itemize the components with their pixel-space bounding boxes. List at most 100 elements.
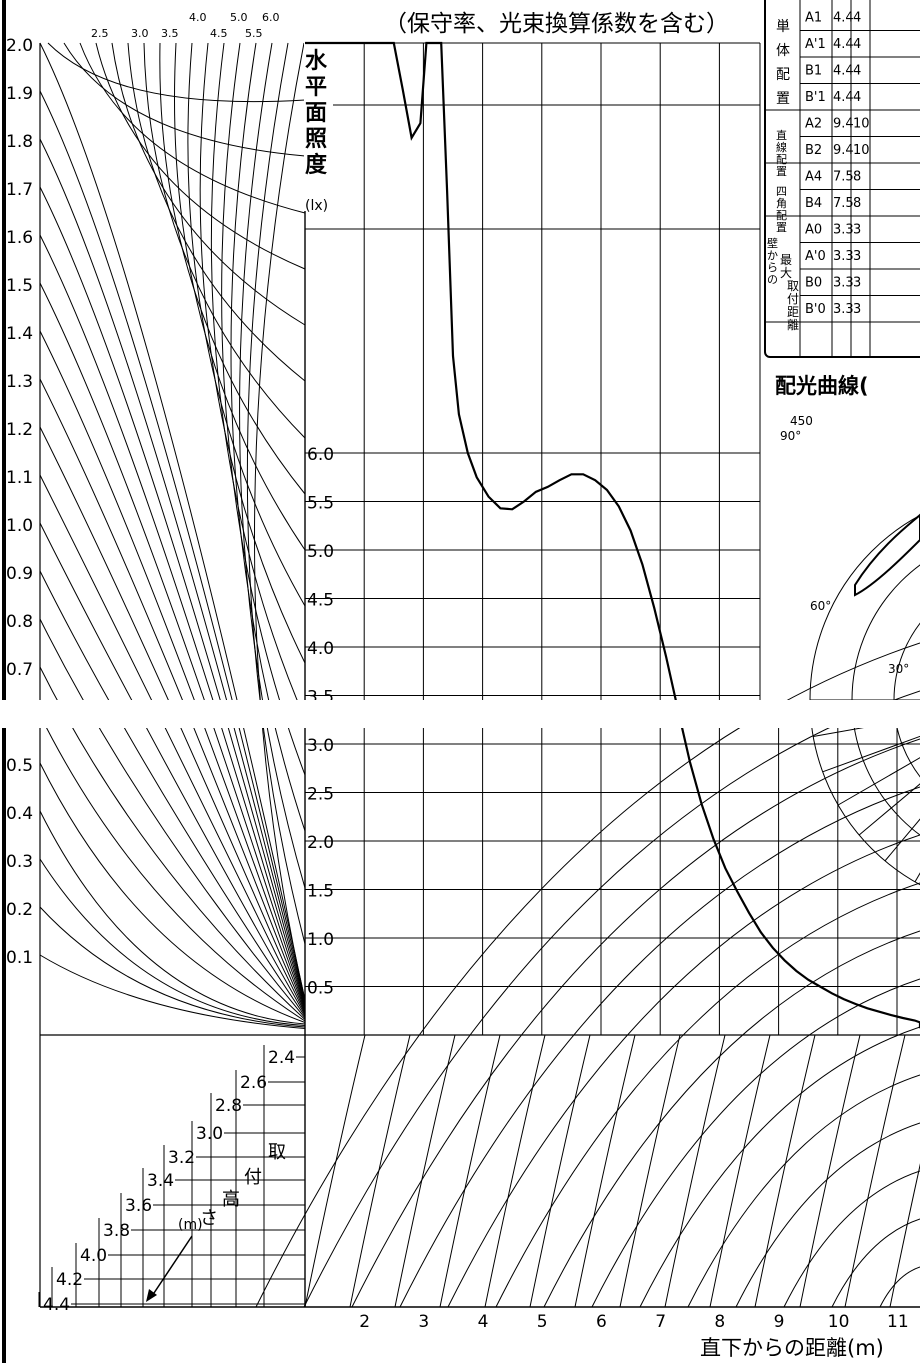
y-tick-label: 4.0 <box>307 639 334 659</box>
y-axis-label-char: 度 <box>305 152 328 178</box>
nomogram-curve <box>174 42 306 551</box>
table-value: 4 <box>853 37 861 52</box>
table-code: A'0 <box>805 249 826 264</box>
nomogram-arc <box>783 1170 920 1308</box>
left-scale-label: 0.7 <box>6 660 33 680</box>
y-axis-label-char: 照 <box>305 127 327 152</box>
chart-title: （保守率、光束換算係数を含む） <box>384 11 729 37</box>
nomogram-curve <box>199 42 306 664</box>
table-group-char: 大 <box>780 266 792 280</box>
height-label: 4.0 <box>80 1246 107 1266</box>
x-tick-label: 4 <box>478 1312 489 1332</box>
nomogram-diagonal <box>39 282 306 1008</box>
top-scale-label: 6.0 <box>262 11 280 24</box>
table-code: B0 <box>805 276 822 291</box>
polar-spoke <box>858 783 920 836</box>
left-scale-label: 0.8 <box>6 612 33 632</box>
table-value: 3.3 <box>833 302 854 317</box>
table-value: 8 <box>853 196 861 211</box>
y-axis-unit: (lx) <box>305 198 328 214</box>
table-group-char: 取 <box>787 279 799 293</box>
top-scale-label: 2.5 <box>91 27 109 40</box>
nomogram-diagonal <box>39 906 306 1028</box>
height-label: 2.6 <box>240 1073 267 1093</box>
x-tick-label: 3 <box>418 1312 429 1332</box>
table-group-char: 配 <box>776 67 790 83</box>
table-group-char: か <box>767 249 778 262</box>
nomogram-curve <box>143 42 306 439</box>
nomogram-rising <box>799 1034 861 1308</box>
table-code: B4 <box>805 196 822 211</box>
nomogram-rising <box>709 1034 771 1308</box>
table-code: B2 <box>805 143 822 158</box>
height-arrow-line <box>151 1235 193 1297</box>
table-group-char: 置 <box>776 221 787 234</box>
nomogram-arc <box>879 1266 920 1308</box>
nomogram-curve <box>254 42 306 1001</box>
nomogram-diagonal <box>39 378 306 1011</box>
table-value: 4.4 <box>833 11 854 26</box>
table-value: 4.4 <box>833 64 854 79</box>
nomogram-rising <box>889 1163 920 1308</box>
nomogram-diagonal <box>39 234 306 1007</box>
top-scale-label: 3.0 <box>131 27 149 40</box>
table-value: 3 <box>853 302 861 317</box>
left-scale-label: 1.3 <box>6 372 33 392</box>
left-scale-label: 0.4 <box>6 804 33 824</box>
table-group-char: 距 <box>787 305 799 319</box>
nomogram-rising <box>619 1034 681 1308</box>
polar-title: 配光曲線( <box>775 374 869 398</box>
left-scale-label: 1.7 <box>6 180 33 200</box>
nomogram-rising <box>484 1034 546 1308</box>
x-tick-label: 6 <box>596 1312 607 1332</box>
table-value: 9.4 <box>833 143 854 158</box>
table-group-char: ら <box>767 261 778 274</box>
table-value: 7.5 <box>833 170 854 185</box>
nomogram-curve <box>210 42 306 720</box>
polar-angle-label: 30° <box>888 662 909 676</box>
nomogram-diagonal <box>39 762 306 1023</box>
height-label: 4.2 <box>56 1270 83 1290</box>
y-tick-label: 0.5 <box>307 979 334 999</box>
nomogram-rising <box>394 1034 456 1308</box>
left-scale-label: 1.0 <box>6 516 33 536</box>
left-scale-label: 0.3 <box>6 852 33 872</box>
table-value: 4 <box>853 90 861 105</box>
nomogram-rising <box>349 1034 411 1308</box>
nomogram-rising <box>439 1034 501 1308</box>
nomogram-arc <box>447 834 920 1308</box>
nomogram-curve <box>79 42 306 214</box>
nomogram-arc <box>591 978 920 1308</box>
nomogram-diagonal <box>39 618 306 1019</box>
table-code: B'0 <box>805 302 826 317</box>
x-tick-label: 11 <box>887 1312 909 1332</box>
nomogram-diagonal <box>39 186 306 1005</box>
nomogram-arc <box>831 1218 920 1308</box>
nomogram-diagonal <box>39 42 306 1001</box>
left-scale-label: 1.5 <box>6 276 33 296</box>
top-scale-labels: 2.5 3.0 3.5 4.04.55.0 5.5 6.0 <box>91 11 280 40</box>
x-axis-label: 直下からの距離(m) <box>700 1336 884 1360</box>
nomogram-curve <box>239 42 306 889</box>
table-code: A1 <box>805 11 822 26</box>
polar-lobe <box>854 513 920 597</box>
top-scale-label: 4.0 <box>189 11 207 24</box>
nomogram-rising <box>304 1034 366 1308</box>
table-value: 8 <box>853 170 861 185</box>
nomogram-diagonal <box>39 954 306 1029</box>
y-tick-label: 5.0 <box>307 542 334 562</box>
nomogram-curve <box>246 42 306 945</box>
y-tick-label: 1.0 <box>307 930 334 950</box>
table-code: A0 <box>805 223 822 238</box>
nomogram-diagonal <box>39 810 306 1025</box>
table-group-char: 壁 <box>767 236 778 250</box>
y-axis-label-char: 水 <box>305 49 328 74</box>
height-label: 3.6 <box>125 1196 152 1216</box>
height-label: 4.4 <box>43 1295 70 1315</box>
polar-max-label: 450 <box>790 414 813 428</box>
left-scale-label: 1.9 <box>6 84 33 104</box>
